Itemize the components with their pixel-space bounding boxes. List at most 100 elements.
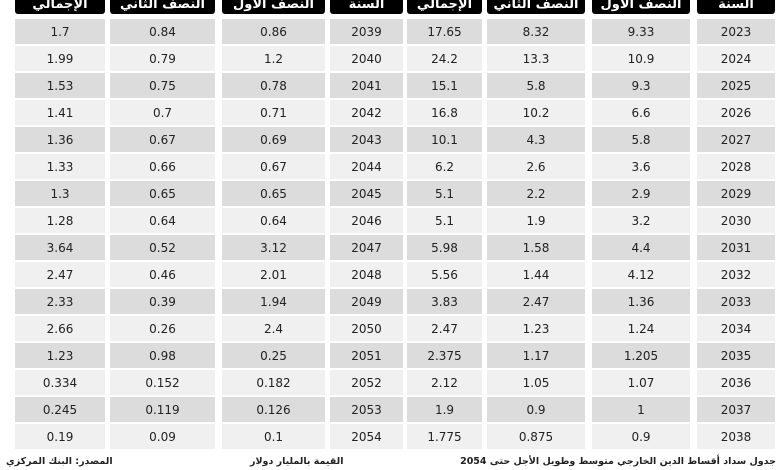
table-cell: 3.6 [592,154,690,179]
table-cell: 0.1 [222,424,325,449]
table-cell: 2038 [697,424,775,449]
table-cell: 1.23 [487,316,585,341]
table-cell: 5.56 [407,262,482,287]
table-cell: 17.65 [407,19,482,44]
table-cell: 2042 [330,100,403,125]
table-cell: 10.9 [592,46,690,71]
table-cell: 2029 [697,181,775,206]
table-cell: 5.1 [407,181,482,206]
table-cell: 0.182 [222,370,325,395]
table-cell: 2025 [697,73,775,98]
table-cell: 1.07 [592,370,690,395]
table-cell: 2047 [330,235,403,260]
table-cell: 0.9 [487,397,585,422]
table-cell: 1.9 [487,208,585,233]
header-cell: الإجمالي [407,0,482,14]
table-cell: 2.2 [487,181,585,206]
table-cell: 0.46 [110,262,215,287]
table-cell: 2.375 [407,343,482,368]
table-cell: 0.98 [110,343,215,368]
table-cell: 1.41 [15,100,105,125]
table-cell: 24.2 [407,46,482,71]
table-cell: 0.119 [110,397,215,422]
table-cell: 2027 [697,127,775,152]
table-cell: 0.64 [110,208,215,233]
table-cell: 0.52 [110,235,215,260]
table-cell: 2.66 [15,316,105,341]
table-cell: 2040 [330,46,403,71]
table-cell: 1.36 [15,127,105,152]
table-cell: 1 [592,397,690,422]
table-cell: 1.58 [487,235,585,260]
table-cell: 15.1 [407,73,482,98]
table-cell: 2024 [697,46,775,71]
table-cell: 9.3 [592,73,690,98]
table-cell: 2033 [697,289,775,314]
table-cell: 2041 [330,73,403,98]
table-cell: 1.44 [487,262,585,287]
table-cell: 10.1 [407,127,482,152]
table-cell: 2030 [697,208,775,233]
table-cell: 9.33 [592,19,690,44]
table-cell: 1.28 [15,208,105,233]
table-cell: 2.33 [15,289,105,314]
table-cell: 2.6 [487,154,585,179]
table-cell: 0.71 [222,100,325,125]
source-note: المصدر: البنك المركزي [6,456,113,467]
table-cell: 0.245 [15,397,105,422]
table-cell: 2.47 [15,262,105,287]
table-cell: 2054 [330,424,403,449]
table-cell: 3.83 [407,289,482,314]
table-cell: 2035 [697,343,775,368]
table-cell: 0.79 [110,46,215,71]
table-cell: 2044 [330,154,403,179]
table-cell: 2036 [697,370,775,395]
table-cell: 0.334 [15,370,105,395]
table-cell: 2.4 [222,316,325,341]
table-cell: 0.67 [110,127,215,152]
table-cell: 16.8 [407,100,482,125]
table-cell: 0.66 [110,154,215,179]
table-cell: 1.9 [407,397,482,422]
table-cell: 2053 [330,397,403,422]
header-cell: النصف الأول [222,0,325,14]
table-title: جدول سداد أقساط الدين الخارجي متوسط وطوي… [460,456,776,467]
table-cell: 1.2 [222,46,325,71]
table-cell: 2.47 [487,289,585,314]
table-cell: 1.17 [487,343,585,368]
table-cell: 0.25 [222,343,325,368]
table-cell: 0.9 [592,424,690,449]
unit-note: القيمة بالمليار دولار [250,456,344,467]
table-cell: 2031 [697,235,775,260]
table-cell: 13.3 [487,46,585,71]
table-cell: 1.24 [592,316,690,341]
table-cell: 2052 [330,370,403,395]
table-cell: 6.2 [407,154,482,179]
table-cell: 2050 [330,316,403,341]
table-cell: 1.23 [15,343,105,368]
table-cell: 2046 [330,208,403,233]
table-cell: 0.69 [222,127,325,152]
header-cell: السنة [697,0,775,14]
header-cell: النصف الثاني [487,0,585,14]
table-cell: 1.7 [15,19,105,44]
header-cell: السنة [330,0,403,14]
table-cell: 2028 [697,154,775,179]
header-cell: النصف الأول [592,0,690,14]
table-cell: 0.152 [110,370,215,395]
table-cell: 5.8 [487,73,585,98]
table-cell: 1.99 [15,46,105,71]
table-cell: 1.3 [15,181,105,206]
table-cell: 0.65 [110,181,215,206]
table-cell: 0.126 [222,397,325,422]
table-cell: 0.86 [222,19,325,44]
table-cell: 0.84 [110,19,215,44]
table-cell: 6.6 [592,100,690,125]
table-cell: 2026 [697,100,775,125]
table-cell: 2043 [330,127,403,152]
table-cell: 2039 [330,19,403,44]
header-cell: الإجمالي [15,0,105,14]
table-cell: 3.2 [592,208,690,233]
table-cell: 1.05 [487,370,585,395]
table-cell: 1.36 [592,289,690,314]
